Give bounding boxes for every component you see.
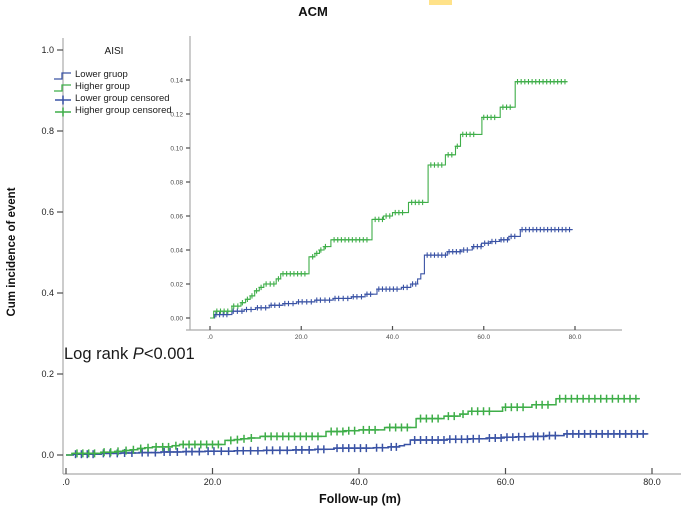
svg-text:.0: .0 <box>207 334 213 341</box>
svg-text:0.06: 0.06 <box>170 213 183 220</box>
step-line-glyph <box>54 72 71 80</box>
legend-item-label: Lower group censored <box>75 93 170 105</box>
svg-text:0.4: 0.4 <box>41 288 54 298</box>
svg-text:80.0: 80.0 <box>569 334 582 341</box>
legend-title: AISI <box>104 46 124 57</box>
svg-text:0.02: 0.02 <box>170 281 183 288</box>
legend-item-higher-censored: Higher group censored <box>53 105 203 117</box>
chart-title: ACM <box>298 4 328 19</box>
legend-item-label: Lower gruop <box>75 69 128 81</box>
svg-text:0.0: 0.0 <box>41 450 54 460</box>
svg-text:0.12: 0.12 <box>170 111 183 118</box>
log-rank-prefix: Log rank <box>64 345 133 363</box>
svg-text:0.14: 0.14 <box>170 77 183 84</box>
svg-text:60.0: 60.0 <box>477 334 490 341</box>
legend-item-lower-censored: Lower group censored <box>53 93 203 105</box>
svg-text:0.08: 0.08 <box>170 179 183 186</box>
highlight-mark <box>429 0 452 5</box>
svg-text:0.8: 0.8 <box>41 126 54 136</box>
svg-text:0.2: 0.2 <box>41 369 54 379</box>
svg-text:0.04: 0.04 <box>170 247 183 254</box>
censored-plus-glyph <box>55 95 71 105</box>
svg-text:0.6: 0.6 <box>41 207 54 217</box>
svg-text:40.0: 40.0 <box>386 334 399 341</box>
svg-text:40.0: 40.0 <box>350 477 368 487</box>
log-rank-annotation: Log rank P<0.001 <box>64 345 195 364</box>
svg-text:1.0: 1.0 <box>41 45 54 55</box>
svg-text:0.00: 0.00 <box>170 315 183 322</box>
log-rank-p: P <box>132 345 144 363</box>
y-axis-title: Cum incidence of event <box>6 187 18 317</box>
svg-text:.0: .0 <box>62 477 70 487</box>
svg-text:20.0: 20.0 <box>204 477 222 487</box>
svg-text:20.0: 20.0 <box>295 334 308 341</box>
svg-text:0.10: 0.10 <box>170 145 183 152</box>
svg-text:80.0: 80.0 <box>643 477 661 487</box>
legend-item-label: Higher group <box>75 81 130 93</box>
legend-item-higher-group: Higher group <box>53 81 203 93</box>
legend-item-label: Higher group censored <box>75 105 172 117</box>
censored-plus-glyph <box>55 107 71 117</box>
log-rank-value: <0.001 <box>143 345 195 363</box>
legend: AISI Lower gruop Higher group Lower grou… <box>53 46 203 117</box>
step-line-glyph <box>54 84 71 92</box>
x-axis-title: Follow-up (m) <box>319 492 401 506</box>
legend-item-lower-group: Lower gruop <box>53 69 203 81</box>
svg-text:60.0: 60.0 <box>497 477 515 487</box>
